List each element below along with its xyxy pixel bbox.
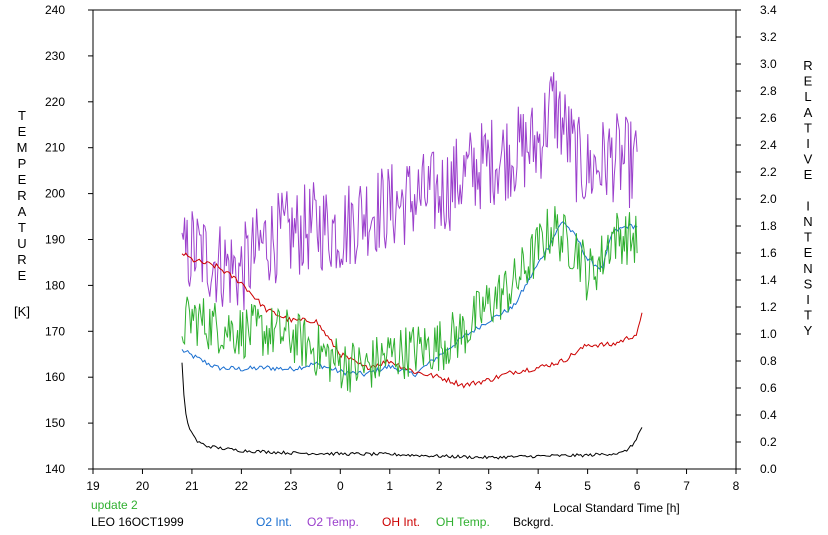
y-right-tick-label: 3.0 bbox=[760, 57, 777, 71]
y-right-tick-label: 2.2 bbox=[760, 165, 777, 179]
legend-entry: O2 Int. bbox=[256, 515, 292, 529]
y-left-tick-label: 170 bbox=[45, 324, 65, 338]
x-tick-label: 6 bbox=[634, 479, 641, 493]
series-line-o2-temp bbox=[181, 72, 638, 311]
y-right-tick-label: 1.4 bbox=[760, 273, 777, 287]
legend-entry: OH Int. bbox=[382, 515, 420, 529]
left-axis-label-char: R bbox=[17, 252, 26, 267]
right-axis-label-char: N bbox=[803, 214, 812, 229]
y-left-tick-label: 200 bbox=[45, 187, 65, 201]
x-tick-label: 4 bbox=[535, 479, 542, 493]
y-right-tick-label: 2.6 bbox=[760, 111, 777, 125]
right-axis-label-char: T bbox=[804, 120, 812, 135]
right-axis-label-char: I bbox=[806, 198, 810, 213]
legend-entry: OH Temp. bbox=[436, 515, 490, 529]
y-left-tick-label: 220 bbox=[45, 95, 65, 109]
x-tick-label: 0 bbox=[337, 479, 344, 493]
right-axis-label-char: S bbox=[804, 276, 813, 291]
left-axis-label-char: R bbox=[17, 188, 26, 203]
right-axis-label-char: E bbox=[804, 245, 813, 260]
right-y-axis: 0.0 0.2 0.4 0.6 0.8 1.0 1.2 1.4 1.6 1.8 2.0 2.2 2.4 2… bbox=[736, 3, 777, 476]
left-y-axis: 140 150 160 170 180 190 200 210 220 230 240 bbox=[45, 3, 93, 476]
x-axis-label: Local Standard Time [h] bbox=[553, 501, 680, 515]
right-axis-label-char: I bbox=[806, 136, 810, 151]
y-right-tick-label: 0.2 bbox=[760, 435, 777, 449]
x-tick-label: 23 bbox=[284, 479, 298, 493]
y-left-tick-label: 230 bbox=[45, 49, 65, 63]
y-right-tick-label: 0.8 bbox=[760, 354, 777, 368]
left-axis-label-char: T bbox=[18, 108, 26, 123]
x-tick-label: 20 bbox=[136, 479, 150, 493]
x-tick-label: 3 bbox=[485, 479, 492, 493]
legend-entry: Bckgrd. bbox=[513, 515, 554, 529]
y-left-tick-label: 180 bbox=[45, 278, 65, 292]
x-tick-label: 7 bbox=[683, 479, 690, 493]
series-layer bbox=[181, 72, 643, 460]
right-axis-label-char: Y bbox=[804, 323, 813, 338]
right-axis-label-char: A bbox=[804, 105, 813, 120]
right-axis-label-char: V bbox=[804, 152, 813, 167]
left-axis-label-char: M bbox=[17, 140, 28, 155]
y-right-tick-label: 0.6 bbox=[760, 381, 777, 395]
y-right-tick-label: 0.4 bbox=[760, 408, 777, 422]
x-axis: 19 20 21 22 23 0 1 2 3 4 5 6 7 8 bbox=[86, 469, 740, 493]
y-right-tick-label: 1.2 bbox=[760, 300, 777, 314]
legend: O2 Int. O2 Temp. OH Int. OH Temp. Bckgrd. bbox=[256, 515, 554, 529]
y-left-tick-label: 190 bbox=[45, 233, 65, 247]
right-axis-label-char: I bbox=[806, 292, 810, 307]
y-right-tick-label: 1.8 bbox=[760, 219, 777, 233]
y-right-tick-label: 2.8 bbox=[760, 84, 777, 98]
y-right-tick-label: 2.4 bbox=[760, 138, 777, 152]
right-axis-label-char: T bbox=[804, 308, 812, 323]
x-tick-label: 8 bbox=[733, 479, 740, 493]
station-note: LEO 16OCT1999 bbox=[91, 515, 184, 529]
left-axis-label-char: P bbox=[18, 156, 27, 171]
y-left-tick-label: 150 bbox=[45, 416, 65, 430]
series-line-bckgrd bbox=[181, 362, 643, 460]
y-right-tick-label: 1.0 bbox=[760, 327, 777, 341]
y-left-tick-label: 210 bbox=[45, 141, 65, 155]
legend-entry: O2 Temp. bbox=[307, 515, 359, 529]
series-line-oh-int bbox=[181, 252, 643, 389]
left-axis-label-char: T bbox=[18, 220, 26, 235]
left-axis-label-char: U bbox=[17, 236, 26, 251]
y-left-tick-label: 240 bbox=[45, 3, 65, 17]
plot-frame bbox=[92, 9, 737, 470]
y-right-tick-label: 3.4 bbox=[760, 3, 777, 17]
right-axis-label-char: N bbox=[803, 261, 812, 276]
left-axis-label-char: E bbox=[18, 268, 27, 283]
y-left-tick-label: 160 bbox=[45, 370, 65, 384]
y-left-tick-label: 140 bbox=[45, 462, 65, 476]
x-tick-label: 2 bbox=[436, 479, 443, 493]
left-axis-label-char: E bbox=[18, 124, 27, 139]
right-axis-label-char: L bbox=[804, 89, 811, 104]
right-axis-label-char: R bbox=[803, 58, 812, 73]
series-line-oh-temp bbox=[181, 206, 638, 393]
left-axis-label-char: [K] bbox=[14, 304, 30, 319]
x-tick-label: 22 bbox=[235, 479, 249, 493]
series-line-o2-int bbox=[181, 221, 638, 378]
y-right-tick-label: 0.0 bbox=[760, 462, 777, 476]
x-tick-label: 19 bbox=[86, 479, 100, 493]
x-tick-label: 1 bbox=[386, 479, 393, 493]
x-tick-label: 21 bbox=[185, 479, 199, 493]
x-tick-label: 5 bbox=[584, 479, 591, 493]
left-axis-label-char: A bbox=[18, 204, 27, 219]
y-right-tick-label: 3.2 bbox=[760, 30, 777, 44]
y-right-tick-label: 2.0 bbox=[760, 192, 777, 206]
right-axis-label-char: E bbox=[804, 74, 813, 89]
right-axis-label-char: E bbox=[804, 167, 813, 182]
update-note: update 2 bbox=[91, 498, 138, 512]
right-axis-label-char: T bbox=[804, 230, 812, 245]
left-axis-label-char: E bbox=[18, 172, 27, 187]
y-right-tick-label: 1.6 bbox=[760, 246, 777, 260]
